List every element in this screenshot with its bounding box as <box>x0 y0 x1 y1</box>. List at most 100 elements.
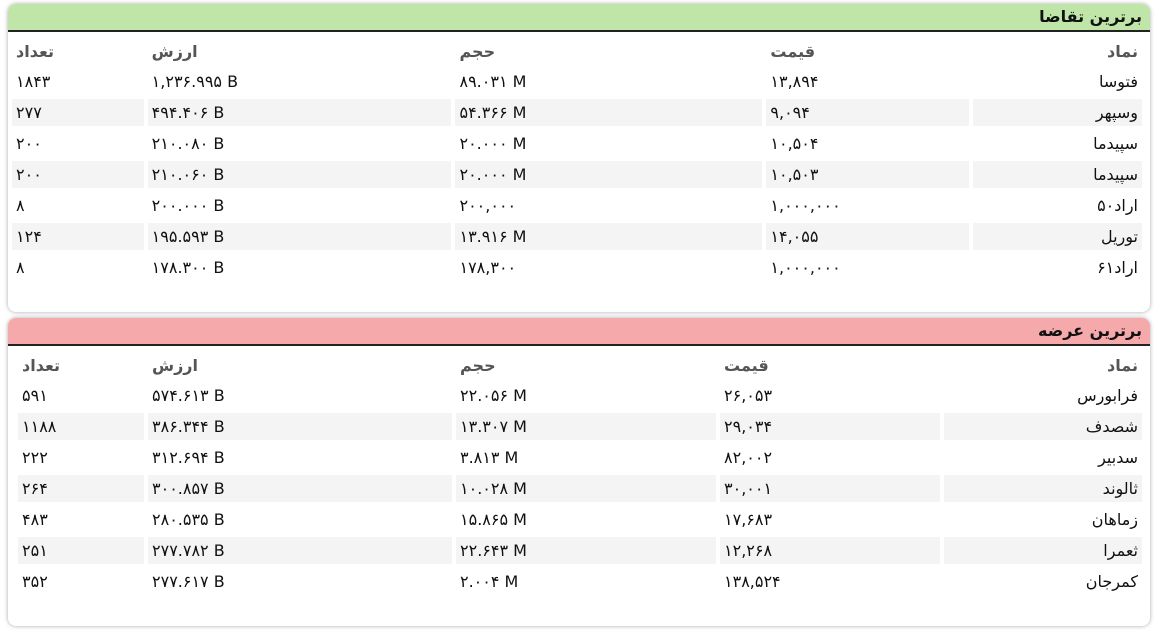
count-cell: ۱۸۴۳ <box>16 72 51 91</box>
volume-cell: ۱۰.۰۲۸ M <box>460 479 527 498</box>
count-cell: ۸ <box>16 258 25 277</box>
symbol-cell[interactable]: سدبیر <box>1098 448 1138 467</box>
column-header-count: تعداد <box>22 355 60 375</box>
count-cell: ۲۶۴ <box>22 479 48 498</box>
price-cell: ۸۲,۰۰۲ <box>724 448 773 467</box>
count-cell: ۲۰۰ <box>16 134 42 153</box>
value-cell: ۲۸۰.۵۳۵ B <box>152 510 225 529</box>
symbol-cell[interactable]: اراد۵۰ <box>1097 196 1138 215</box>
value-cell: ۱,۲۳۶.۹۹۵ B <box>151 72 239 91</box>
volume-cell: ۳.۸۱۳ M <box>460 448 519 467</box>
count-cell: ۵۹۱ <box>22 386 48 405</box>
column-header-symbol: نماد <box>1107 355 1138 375</box>
symbol-cell[interactable]: توریل <box>972 223 1142 250</box>
volume-cell: ۲۲.۰۵۶ M <box>460 386 527 405</box>
symbol-cell[interactable]: اراد۶۱ <box>1097 258 1138 277</box>
symbol-cell[interactable]: کمرجان <box>1085 572 1138 591</box>
count-cell: ۱۱۸۸ <box>22 417 57 436</box>
value-cell: ۳۰۰.۸۵۷ B <box>152 479 225 498</box>
column-header-price: قیمت <box>724 355 769 375</box>
count-cell: ۲۰۰ <box>16 165 42 184</box>
volume-cell: ۱۵.۸۶۵ M <box>460 510 527 529</box>
table-row[interactable]: شصدف ۲۹,۰۳۴ ۱۳.۳۰۷ M ۳۸۶.۳۴۴ B ۱۱۸۸ <box>18 413 1142 440</box>
count-cell: ۱۲۴ <box>16 227 42 246</box>
symbol-cell[interactable]: ثالوند <box>944 475 1142 502</box>
price-cell: ۳۰,۰۰۱ <box>724 479 773 498</box>
value-cell: ۲۷۷.۶۱۷ B <box>152 572 225 591</box>
table-row[interactable]: زماهان ۱۷,۶۸۳ ۱۵.۸۶۵ M ۲۸۰.۵۳۵ B ۴۸۳ <box>18 506 1142 533</box>
table-header-row: نماد قیمت حجم ارزش تعداد <box>18 352 1142 378</box>
value-cell: ۱۷۸.۳۰۰ B <box>151 258 225 277</box>
count-cell: ۲۵۱ <box>22 541 48 560</box>
count-cell: ۲۲۲ <box>22 448 48 467</box>
value-cell: ۴۹۴.۴۰۶ B <box>151 103 225 122</box>
table-row[interactable]: سدبیر ۸۲,۰۰۲ ۳.۸۱۳ M ۳۱۲.۶۹۴ B ۲۲۲ <box>18 444 1142 471</box>
top-demand-table: نماد قیمت حجم ارزش تعداد فتوسا ۱۳,۸۹۴ ۸۹… <box>8 34 1146 285</box>
volume-cell: ۲۰۰,۰۰۰ <box>459 196 517 215</box>
volume-cell: ۱۳.۳۰۷ M <box>460 417 527 436</box>
price-cell: ۱۷,۶۸۳ <box>724 510 773 529</box>
column-header-volume: حجم <box>459 41 496 61</box>
column-header-symbol: نماد <box>1107 41 1138 61</box>
symbol-cell[interactable]: فتوسا <box>1098 72 1138 91</box>
table-row[interactable]: ثالوند ۳۰,۰۰۱ ۱۰.۰۲۸ M ۳۰۰.۸۵۷ B ۲۶۴ <box>18 475 1142 502</box>
symbol-cell[interactable]: ثعمرا <box>944 537 1142 564</box>
column-header-value: ارزش <box>152 355 198 375</box>
price-cell: ۱۰,۵۰۴ <box>770 134 819 153</box>
table-row[interactable]: فرابورس ۲۶,۰۵۳ ۲۲.۰۵۶ M ۵۷۴.۶۱۳ B ۵۹۱ <box>18 382 1142 409</box>
price-cell: ۱,۰۰۰,۰۰۰ <box>770 258 841 277</box>
volume-cell: ۱۳.۹۱۶ M <box>459 227 527 246</box>
table-row[interactable]: سپیدما ۱۰,۵۰۳ ۲۰.۰۰۰ M ۲۱۰.۰۶۰ B ۲۰۰ <box>12 161 1142 188</box>
value-cell: ۲۰۰.۰۰۰ B <box>151 196 225 215</box>
volume-cell: ۸۹.۰۳۱ M <box>459 72 527 91</box>
count-cell: ۴۸۳ <box>22 510 48 529</box>
volume-cell: ۵۴.۳۶۶ M <box>459 103 527 122</box>
symbol-cell[interactable]: زماهان <box>1091 510 1138 529</box>
symbol-cell[interactable]: فرابورس <box>1077 386 1138 405</box>
table-row[interactable]: اراد۶۱ ۱,۰۰۰,۰۰۰ ۱۷۸,۳۰۰ ۱۷۸.۳۰۰ B ۸ <box>12 254 1142 281</box>
top-supply-table: نماد قیمت حجم ارزش تعداد فرابورس ۲۶,۰۵۳ … <box>14 348 1146 599</box>
column-header-price: قیمت <box>770 41 816 61</box>
value-cell: ۳۸۶.۳۴۴ B <box>152 417 225 436</box>
symbol-cell[interactable]: شصدف <box>944 413 1142 440</box>
table-row[interactable]: وسپهر ۹,۰۹۴ ۵۴.۳۶۶ M ۴۹۴.۴۰۶ B ۲۷۷ <box>12 99 1142 126</box>
count-cell: ۳۵۲ <box>22 572 48 591</box>
symbol-cell[interactable]: وسپهر <box>972 99 1142 126</box>
price-cell: ۲۶,۰۵۳ <box>724 386 773 405</box>
value-cell: ۵۷۴.۶۱۳ B <box>152 386 225 405</box>
value-cell: ۲۱۰.۰۸۰ B <box>151 134 225 153</box>
price-cell: ۱۳۸,۵۲۴ <box>724 572 781 591</box>
top-demand-title: برترین تقاضا <box>8 4 1150 32</box>
table-row[interactable]: فتوسا ۱۳,۸۹۴ ۸۹.۰۳۱ M ۱,۲۳۶.۹۹۵ B ۱۸۴۳ <box>12 68 1142 95</box>
volume-cell: ۲۰.۰۰۰ M <box>459 134 527 153</box>
column-header-count: تعداد <box>16 41 54 61</box>
table-row[interactable]: توریل ۱۴,۰۵۵ ۱۳.۹۱۶ M ۱۹۵.۵۹۳ B ۱۲۴ <box>12 223 1142 250</box>
top-demand-panel: برترین تقاضا نماد قیمت حجم ارزش تعداد فت… <box>8 4 1150 312</box>
count-cell: ۲۷۷ <box>16 103 42 122</box>
table-row[interactable]: ثعمرا ۱۲,۲۶۸ ۲۲.۶۴۳ M ۲۷۷.۷۸۲ B ۲۵۱ <box>18 537 1142 564</box>
price-cell: ۱۲,۲۶۸ <box>724 541 773 560</box>
table-row[interactable]: کمرجان ۱۳۸,۵۲۴ ۲.۰۰۴ M ۲۷۷.۶۱۷ B ۳۵۲ <box>18 568 1142 595</box>
column-header-value: ارزش <box>151 41 198 61</box>
table-row[interactable]: اراد۵۰ ۱,۰۰۰,۰۰۰ ۲۰۰,۰۰۰ ۲۰۰.۰۰۰ B ۸ <box>12 192 1142 219</box>
value-cell: ۲۷۷.۷۸۲ B <box>152 541 225 560</box>
price-cell: ۲۹,۰۳۴ <box>724 417 773 436</box>
volume-cell: ۲.۰۰۴ M <box>460 572 519 591</box>
table-row[interactable]: سپیدما ۱۰,۵۰۴ ۲۰.۰۰۰ M ۲۱۰.۰۸۰ B ۲۰۰ <box>12 130 1142 157</box>
value-cell: ۱۹۵.۵۹۳ B <box>151 227 225 246</box>
price-cell: ۱۰,۵۰۳ <box>770 165 819 184</box>
price-cell: ۱۴,۰۵۵ <box>770 227 819 246</box>
volume-cell: ۲۲.۶۴۳ M <box>460 541 527 560</box>
top-supply-title: برترین عرضه <box>8 318 1150 346</box>
volume-cell: ۲۰.۰۰۰ M <box>459 165 527 184</box>
price-cell: ۱۳,۸۹۴ <box>770 72 819 91</box>
price-cell: ۹,۰۹۴ <box>770 103 810 122</box>
value-cell: ۲۱۰.۰۶۰ B <box>151 165 225 184</box>
symbol-cell[interactable]: سپیدما <box>972 161 1142 188</box>
symbol-cell[interactable]: سپیدما <box>1093 134 1138 153</box>
top-supply-panel: برترین عرضه نماد قیمت حجم ارزش تعداد فرا… <box>8 318 1150 626</box>
price-cell: ۱,۰۰۰,۰۰۰ <box>770 196 841 215</box>
column-header-volume: حجم <box>460 355 496 375</box>
count-cell: ۸ <box>16 196 25 215</box>
volume-cell: ۱۷۸,۳۰۰ <box>459 258 517 277</box>
